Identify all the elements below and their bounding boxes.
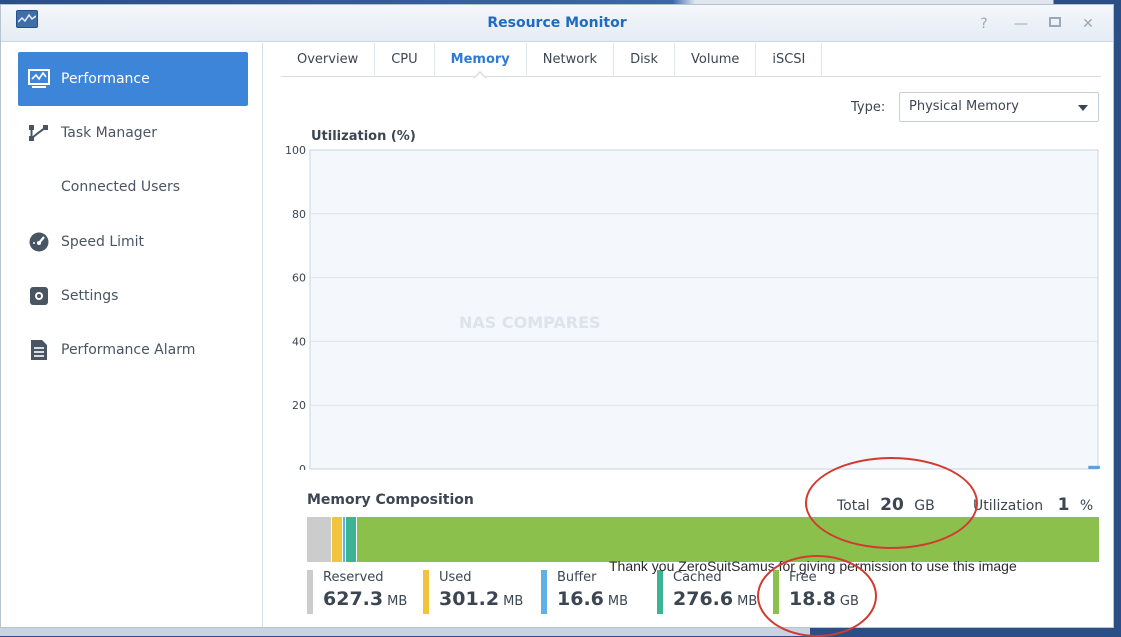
tab-overview[interactable]: Overview (281, 43, 376, 77)
y-tick-label: 0 (299, 463, 306, 470)
utilization-label: Utilization (973, 498, 1044, 514)
alarm-list-icon (27, 338, 51, 362)
y-tick-label: 100 (285, 144, 306, 157)
legend-cached: Cached 276.6 MB (657, 570, 757, 614)
annotation-circle-free (757, 555, 877, 637)
sidebar-item-label: Performance (61, 71, 150, 87)
memory-utilization: Utilization 1 % (973, 495, 1093, 515)
legend-value: 627.3 (323, 588, 384, 610)
chevron-down-icon (1078, 105, 1088, 111)
sidebar-item-performance[interactable]: Performance (18, 52, 248, 106)
annotation-circle-total (805, 457, 978, 549)
y-tick-label: 20 (292, 399, 306, 412)
sidebar-item-settings[interactable]: Settings (18, 269, 248, 323)
memory-composition-title: Memory Composition (307, 492, 474, 508)
desktop-background-top (0, 0, 1121, 4)
legend-value: 276.6 (673, 588, 734, 610)
bar-segment-free (356, 517, 1099, 562)
speed-limit-icon (27, 230, 51, 254)
performance-icon (27, 67, 51, 91)
bar-segment-cached (345, 517, 357, 562)
tab-disk[interactable]: Disk (614, 43, 675, 77)
legend-unit: MB (503, 594, 524, 609)
legend-unit: MB (387, 594, 408, 609)
sidebar-item-speed-limit[interactable]: Speed Limit (18, 215, 248, 269)
plot-area (309, 149, 1099, 470)
help-icon[interactable]: ? (980, 16, 988, 32)
resource-monitor-window: Resource Monitor ? — ✕ Performance Task … (0, 4, 1114, 637)
task-manager-icon (27, 121, 51, 145)
sidebar-item-label: Performance Alarm (61, 342, 196, 358)
sidebar-item-label: Connected Users (61, 179, 181, 195)
y-tick-label: 60 (292, 272, 306, 285)
bar-segment-reserved (307, 517, 332, 562)
legend-value: 16.6 (557, 588, 604, 610)
legend-unit: MB (737, 594, 758, 609)
sidebar-item-performance-alarm[interactable]: Performance Alarm (18, 323, 248, 377)
legend-reserved: Reserved 627.3 MB (307, 570, 407, 614)
tab-network[interactable]: Network (527, 43, 615, 77)
utilization-point (1094, 465, 1100, 469)
watermark: NAS COMPARES (459, 313, 601, 332)
utilization-unit: % (1079, 498, 1094, 514)
tab-volume[interactable]: Volume (675, 43, 757, 77)
utilization-point (1088, 465, 1095, 469)
type-dropdown-value: Physical Memory (909, 99, 1019, 114)
sidebar-item-connected-users[interactable]: Connected Users (18, 160, 248, 214)
sidebar-item-label: Speed Limit (61, 234, 145, 250)
legend-name: Used (439, 570, 472, 585)
legend-name: Cached (673, 570, 722, 585)
legend-name: Reserved (323, 570, 384, 585)
bar-segment-used (331, 517, 344, 562)
desktop-background-bottom (810, 628, 1121, 636)
desktop-strip (0, 628, 810, 636)
resource-monitor-app-icon (16, 10, 38, 28)
utilization-chart: 0 20 40 60 80 100 (285, 144, 1100, 470)
tab-cpu[interactable]: CPU (375, 43, 435, 77)
sidebar-item-label: Task Manager (61, 125, 158, 141)
minimize-icon[interactable]: — (1014, 16, 1028, 32)
title-bar[interactable]: Resource Monitor ? — ✕ (1, 5, 1113, 42)
sidebar: Performance Task Manager Connected Users… (1, 43, 263, 627)
type-dropdown[interactable]: Physical Memory (899, 92, 1099, 122)
type-label: Type: (851, 100, 886, 115)
close-icon[interactable]: ✕ (1082, 16, 1094, 32)
sidebar-item-label: Settings (61, 288, 119, 304)
bar-segment-buffer (343, 517, 346, 562)
tab-bar: Overview CPU Memory Network Disk Volume … (281, 43, 1101, 79)
utilization-value: 1 (1057, 495, 1070, 515)
settings-gear-icon (27, 284, 51, 308)
window-title: Resource Monitor (487, 15, 627, 31)
sidebar-item-task-manager[interactable]: Task Manager (18, 106, 248, 160)
legend-name: Buffer (557, 570, 597, 585)
legend-value: 301.2 (439, 588, 500, 610)
tab-iscsi[interactable]: iSCSI (756, 43, 823, 77)
legend-buffer: Buffer 16.6 MB (541, 570, 628, 614)
legend-used: Used 301.2 MB (423, 570, 523, 614)
legend-unit: MB (607, 594, 629, 609)
maximize-icon[interactable] (1047, 16, 1063, 32)
memory-composition-bar (307, 517, 1099, 562)
y-tick-label: 80 (292, 208, 306, 221)
chart-title: Utilization (%) (311, 129, 416, 144)
y-tick-label: 40 (292, 335, 306, 348)
tab-memory[interactable]: Memory (435, 43, 527, 79)
